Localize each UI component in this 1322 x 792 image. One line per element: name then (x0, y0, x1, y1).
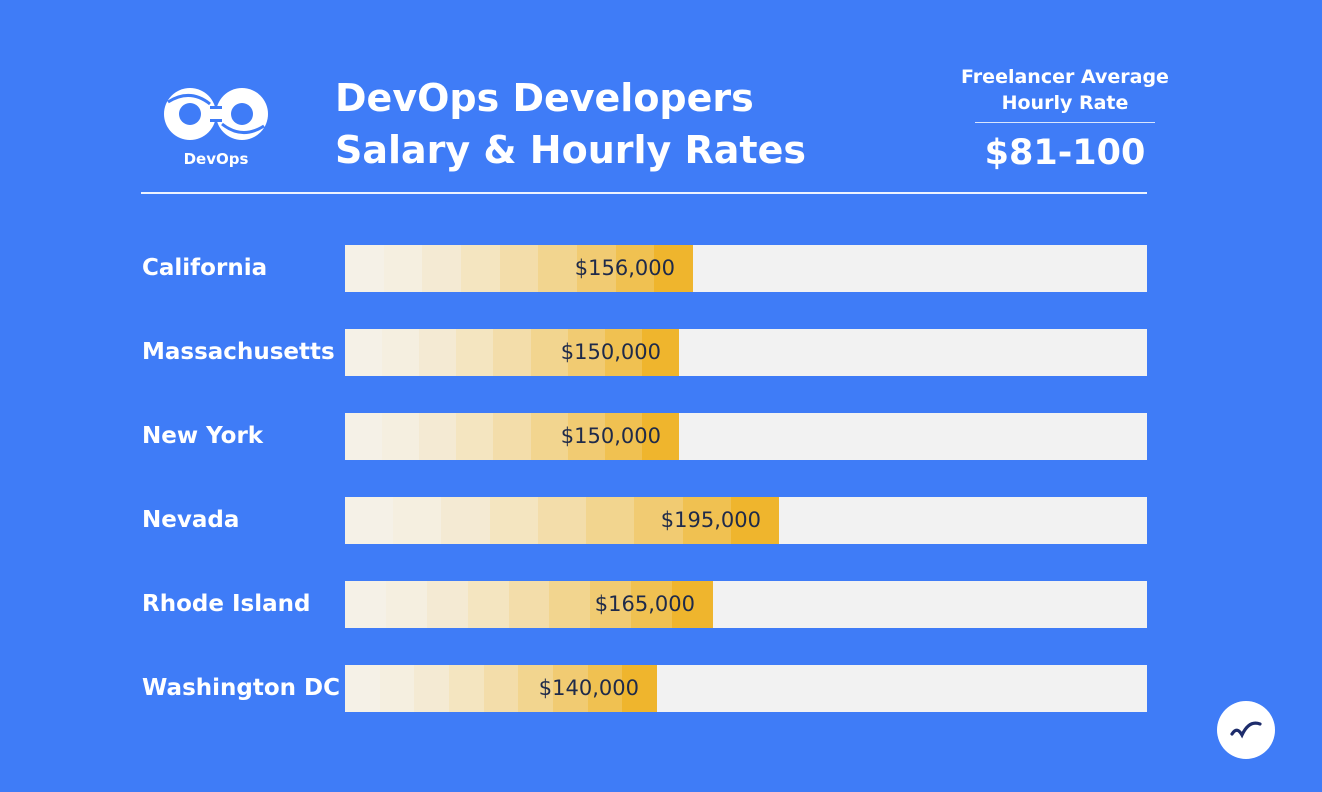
bar-track-new-york: $150,000 (345, 413, 1147, 460)
devops-logo: DevOps (160, 84, 272, 174)
bar-massachusetts (345, 329, 679, 376)
rate-label-line-1: Freelancer Average (961, 66, 1169, 88)
bar-nevada (345, 497, 779, 544)
devops-infinity-icon (164, 88, 268, 140)
bar-rhode-island (345, 581, 714, 628)
bar-track-massachusetts: $150,000 (345, 329, 1147, 376)
value-label-nevada: $195,000 (660, 508, 761, 532)
brand-swoosh-icon (1230, 721, 1262, 739)
category-label-california: California (142, 255, 268, 281)
category-label-new-york: New York (142, 423, 264, 449)
page-title: DevOps Developers Salary & Hourly Rates (335, 72, 806, 176)
hourly-rate-panel: Freelancer Average Hourly Rate $81-100 (955, 64, 1175, 175)
bar-california (345, 245, 694, 292)
title-line-1: DevOps Developers (335, 76, 754, 120)
value-label-rhode-island: $165,000 (594, 592, 695, 616)
bar-washington-dc (345, 665, 658, 712)
category-label-rhode-island: Rhode Island (142, 591, 311, 617)
bar-track-rhode-island: $165,000 (345, 581, 1147, 628)
brand-badge (1217, 701, 1275, 759)
rate-divider (975, 122, 1155, 123)
value-label-massachusetts: $150,000 (560, 340, 661, 364)
category-label-nevada: Nevada (142, 507, 240, 533)
bar-new-york (345, 413, 679, 460)
bar-track-washington-dc: $140,000 (345, 665, 1147, 712)
value-label-washington-dc: $140,000 (538, 676, 639, 700)
category-label-washington-dc: Washington DC (142, 675, 341, 701)
value-label-california: $156,000 (574, 256, 675, 280)
bar-track-nevada: $195,000 (345, 497, 1147, 544)
rate-value: $81-100 (984, 133, 1146, 173)
category-label-massachusetts: Massachusetts (142, 339, 335, 365)
title-line-2: Salary & Hourly Rates (335, 128, 806, 172)
rate-label-line-2: Hourly Rate (1001, 92, 1129, 114)
bar-track-california: $156,000 (345, 245, 1147, 292)
logo-label: DevOps (183, 150, 249, 168)
header-divider (141, 192, 1147, 194)
value-label-new-york: $150,000 (560, 424, 661, 448)
